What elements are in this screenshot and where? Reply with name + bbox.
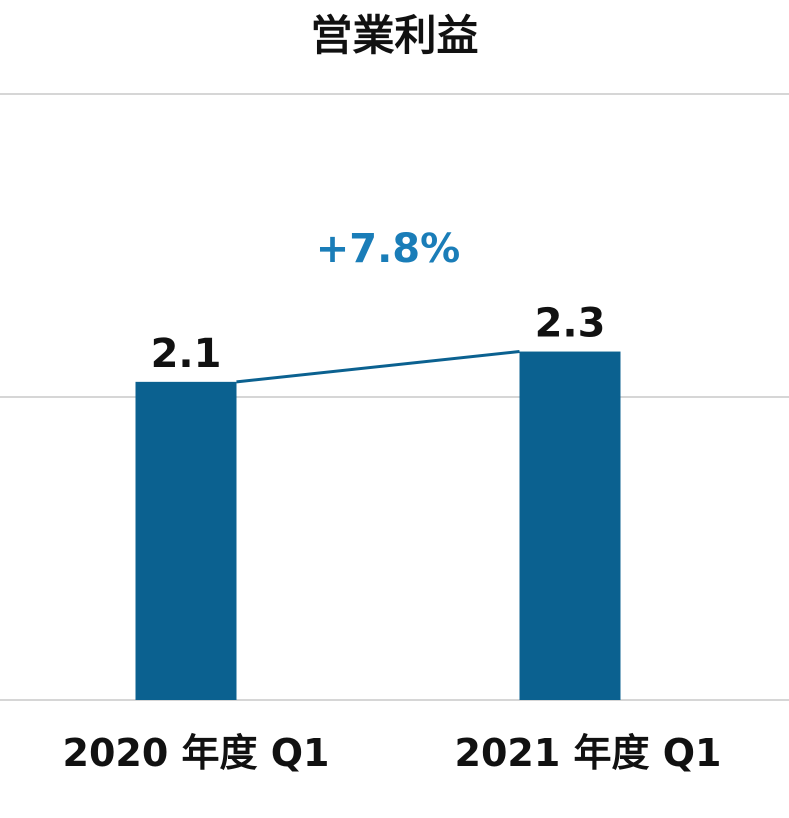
category-labels: 2020 年度 Q1 2021 年度 Q1 <box>63 731 722 775</box>
chart-title: 営業利益 <box>310 11 478 60</box>
growth-annotation: +7.8% <box>316 226 460 272</box>
value-labels: 2.1 2.3 <box>151 301 606 377</box>
bars <box>135 350 621 700</box>
value-label-0: 2.1 <box>151 331 222 377</box>
bar-0 <box>135 381 237 700</box>
value-label-1: 2.3 <box>535 301 606 347</box>
category-label-0: 2020 年度 Q1 <box>63 731 330 775</box>
category-label-1: 2021 年度 Q1 <box>455 731 722 775</box>
growth-connector <box>236 350 520 384</box>
bar-1 <box>519 351 621 700</box>
gridlines <box>0 93 789 701</box>
